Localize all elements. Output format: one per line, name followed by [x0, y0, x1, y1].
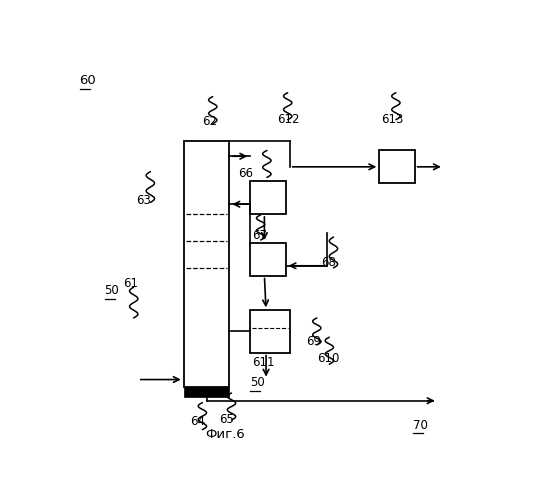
Text: Фиг.6: Фиг.6 — [205, 428, 245, 441]
Text: 60: 60 — [79, 74, 96, 87]
Bar — [250, 243, 286, 276]
Text: 61: 61 — [124, 277, 139, 290]
Bar — [184, 387, 229, 397]
Text: 67: 67 — [252, 228, 267, 241]
Text: 50: 50 — [250, 376, 265, 389]
Text: 69: 69 — [307, 334, 322, 347]
Text: 65: 65 — [219, 414, 234, 426]
Text: 612: 612 — [277, 113, 300, 126]
Text: 611: 611 — [252, 356, 275, 368]
Text: 68: 68 — [321, 256, 336, 268]
Bar — [250, 310, 290, 352]
Text: 64: 64 — [190, 416, 205, 428]
Text: 62: 62 — [202, 115, 217, 128]
Text: 50: 50 — [105, 284, 119, 297]
Text: 70: 70 — [412, 418, 427, 432]
Text: 610: 610 — [317, 352, 339, 365]
Text: 66: 66 — [238, 167, 253, 180]
Text: 63: 63 — [136, 194, 151, 207]
Bar — [250, 182, 286, 214]
Bar — [184, 141, 229, 387]
Text: 613: 613 — [381, 113, 404, 126]
Bar — [379, 150, 415, 183]
